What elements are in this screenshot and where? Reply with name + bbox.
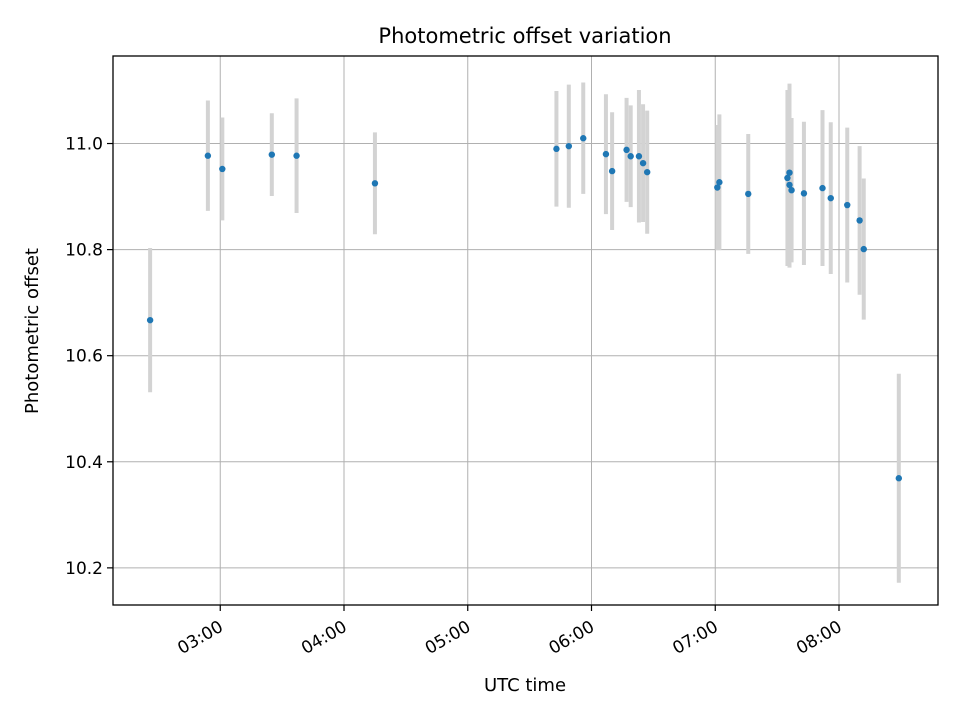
data-point (219, 165, 226, 173)
data-point (800, 190, 808, 197)
data-point (819, 184, 826, 192)
data-point (844, 201, 851, 209)
data-point (565, 142, 573, 150)
x-tick-label: 05:00 (422, 617, 474, 659)
data-point (786, 169, 793, 176)
x-tick-label: 03:00 (174, 617, 226, 659)
data-point (553, 145, 560, 153)
data-points (146, 135, 903, 482)
data-point (745, 190, 752, 198)
y-axis-label: Photometric offset (22, 248, 43, 414)
error-bars (148, 82, 901, 583)
data-point (371, 180, 379, 187)
data-point (608, 167, 616, 175)
y-tick-label: 10.8 (65, 241, 103, 261)
data-point (639, 159, 647, 167)
y-tick-label: 10.2 (65, 559, 103, 579)
data-point (602, 150, 610, 158)
data-point (714, 184, 721, 191)
grid (113, 56, 938, 605)
chart-title: Photometric offset variation (378, 24, 671, 48)
x-tick-label: 08:00 (793, 617, 845, 659)
y-tick-label: 11.0 (65, 135, 103, 155)
x-tick-label: 04:00 (298, 617, 350, 659)
data-point (146, 316, 154, 324)
data-point (268, 151, 276, 158)
y-tick-label: 10.4 (65, 453, 103, 473)
data-point (627, 153, 634, 160)
data-point (788, 187, 795, 194)
x-tick-label: 06:00 (546, 617, 598, 659)
y-tick-label: 10.6 (65, 347, 103, 367)
data-point (856, 217, 863, 224)
data-point (293, 152, 300, 159)
data-point (786, 181, 793, 189)
data-point (204, 152, 212, 159)
plot-frame (112, 55, 939, 606)
x-tick-label: 07:00 (669, 617, 721, 659)
data-point (895, 475, 903, 482)
data-point (635, 153, 643, 160)
data-point (860, 245, 867, 253)
data-point (716, 179, 723, 186)
axis-ticks: 10.2 10.4 10.6 10.8 11.0 03:00 04:00 05:00 06:00… (65, 135, 845, 659)
x-axis-label: UTC time (484, 675, 566, 696)
data-point (580, 135, 587, 142)
data-point (784, 174, 791, 182)
data-point (827, 194, 834, 202)
data-point (623, 146, 630, 154)
data-point (643, 168, 651, 176)
